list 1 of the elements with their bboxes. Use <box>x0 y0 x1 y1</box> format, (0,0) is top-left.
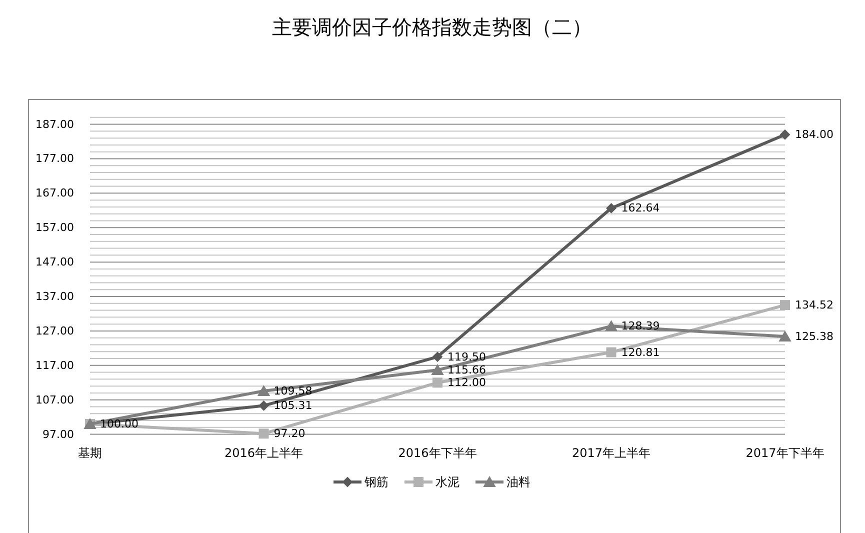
title: 主要调价因子价格指数走势图（二） <box>272 15 592 39</box>
